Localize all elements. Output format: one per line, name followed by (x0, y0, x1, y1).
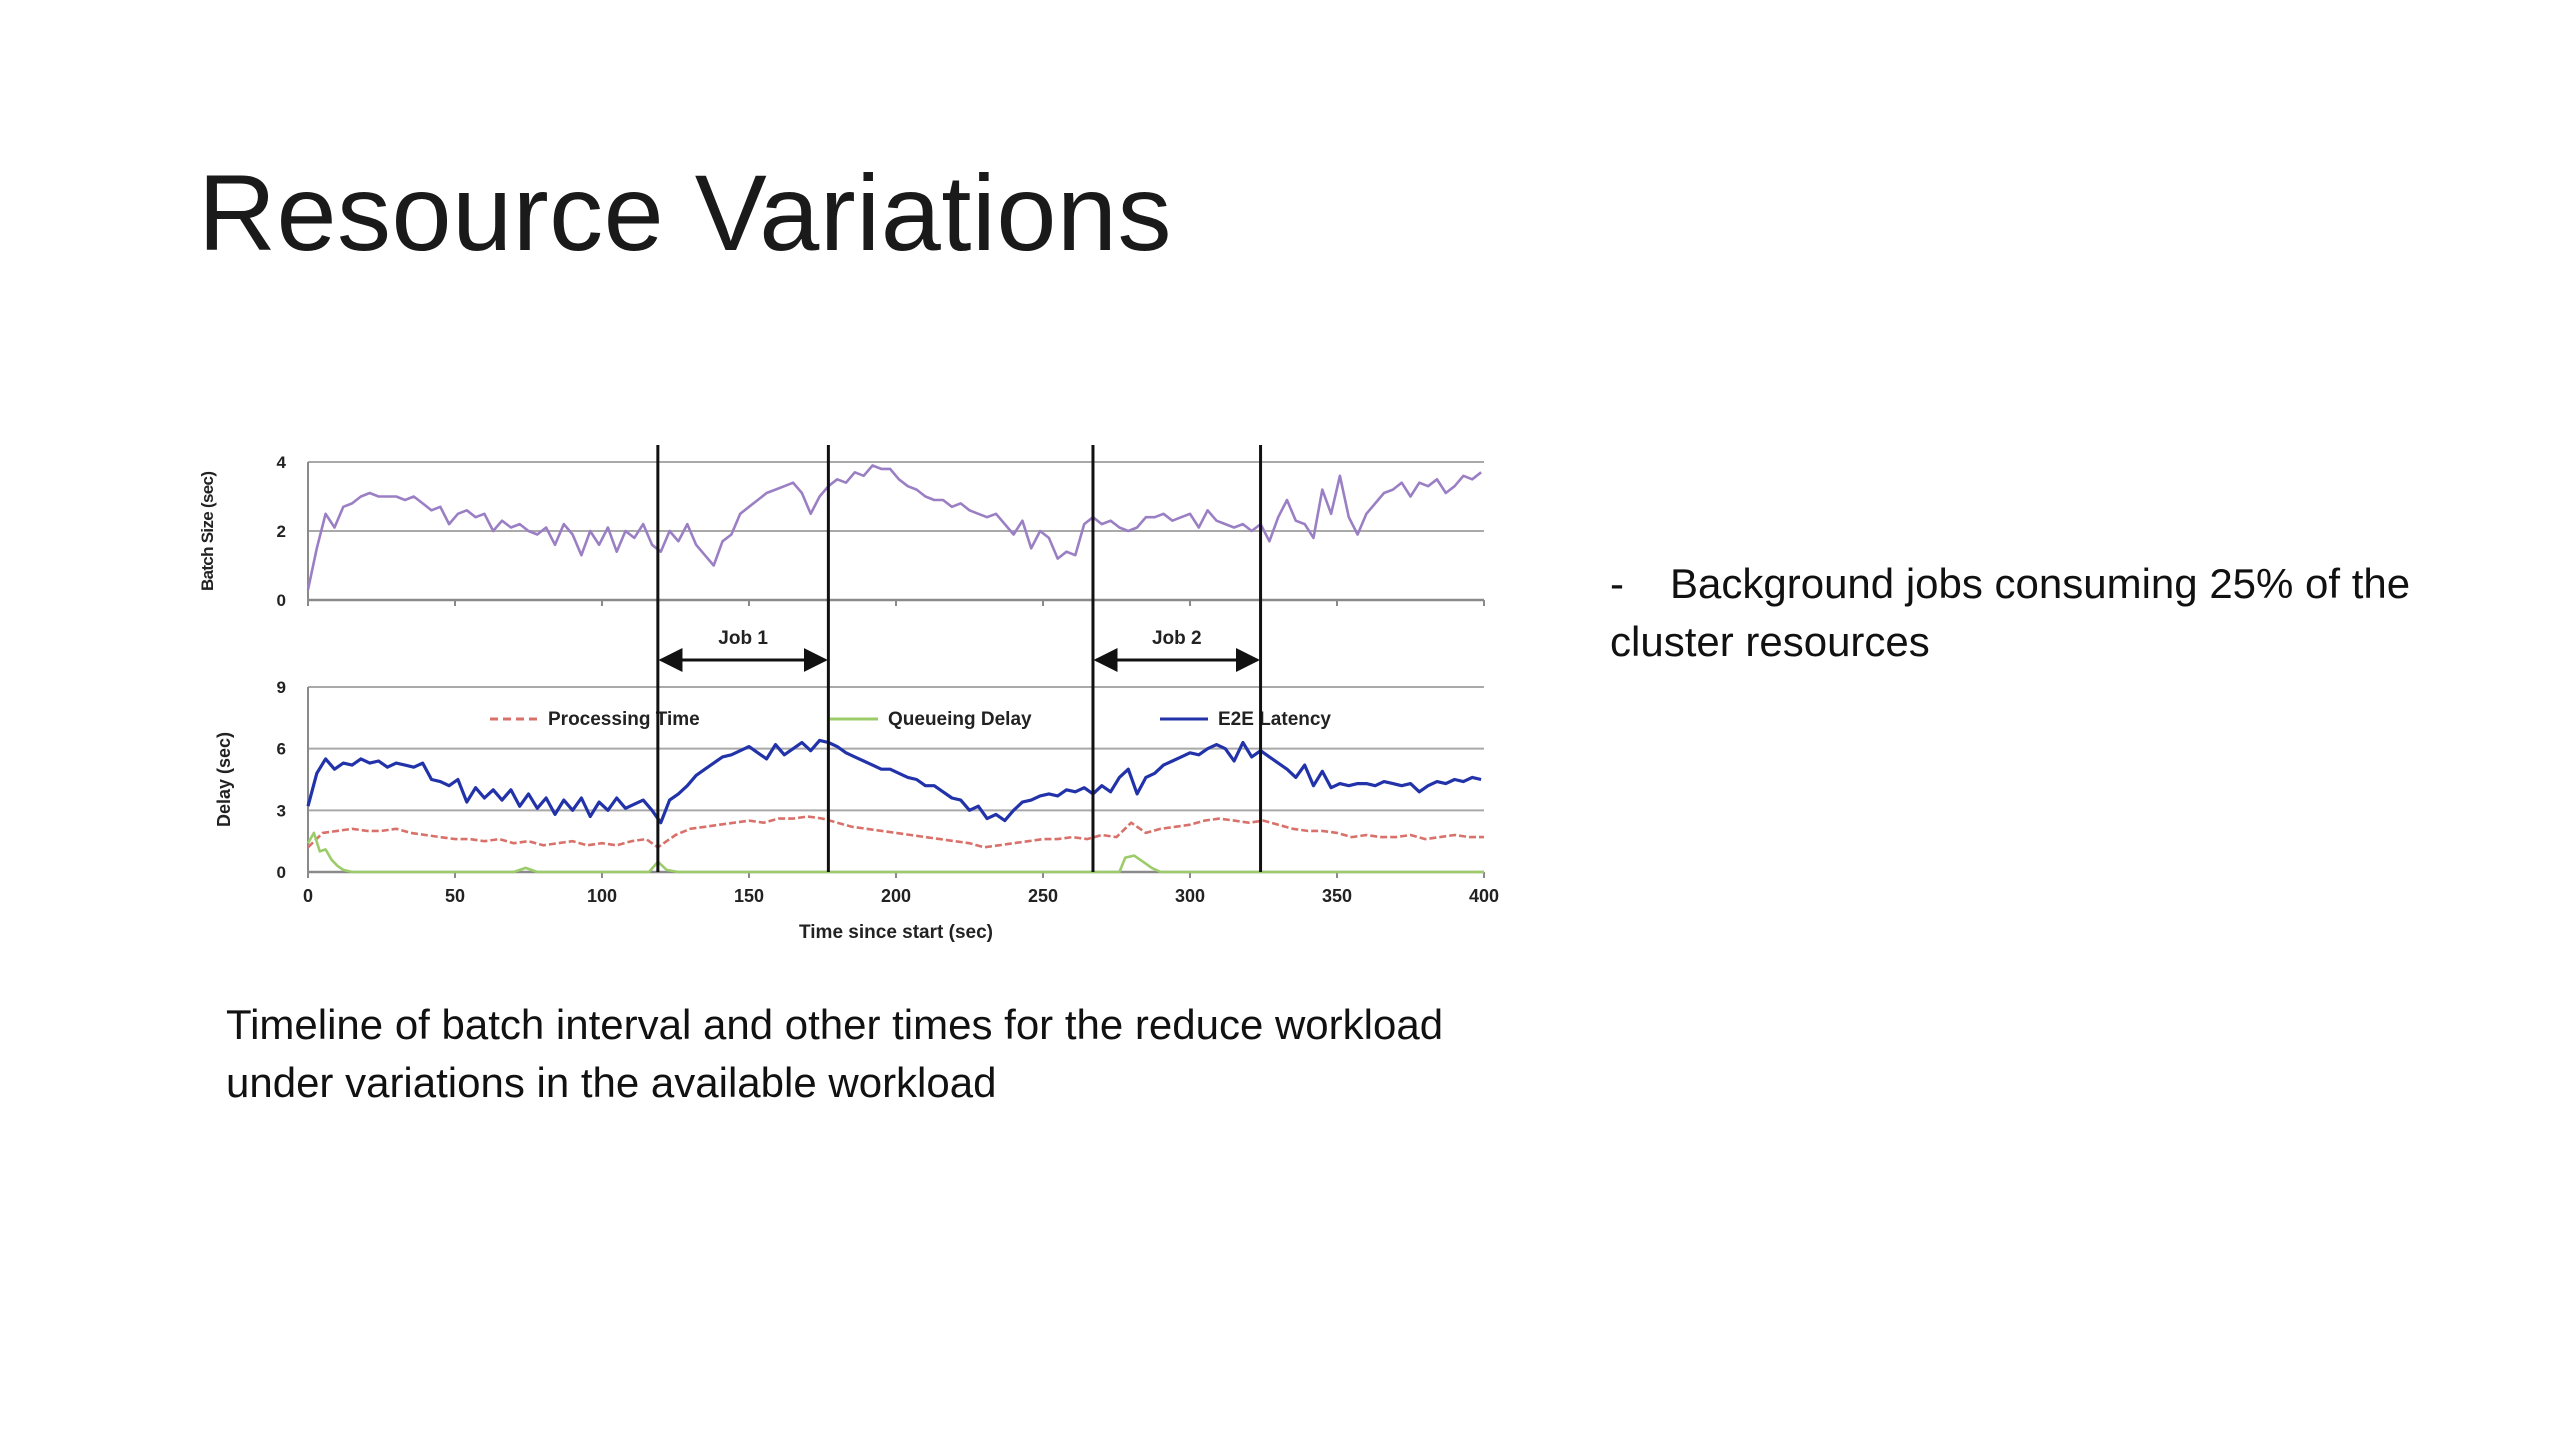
job-label: Job 2 (1152, 628, 1202, 649)
top-series-line (306, 464, 1482, 590)
delay-panel: 0 3 6 9 Delay (sec) 0 50 100 150 200 250 300 350 400 T… (214, 678, 1499, 943)
chart-svg: 0 2 4 Batch Size (sec) 0 3 6 9 Delay (sec) 0 50 10… (198, 445, 1499, 943)
xtick-label: 300 (1175, 886, 1205, 906)
xtick-label: 350 (1322, 886, 1352, 906)
xtick-label: 150 (734, 886, 764, 906)
xtick-label: 0 (303, 886, 313, 906)
bullet-point: - Background jobs consuming 25% of the cl… (1610, 555, 2510, 671)
top-ylabel: Batch Size (sec) (198, 471, 217, 591)
xtick-label: 100 (587, 886, 617, 906)
job-markers: Job 1 Job 2 (656, 445, 1263, 872)
xtick-label: 400 (1469, 886, 1499, 906)
xtick-label: 250 (1028, 886, 1058, 906)
x-axis-label: Time since start (sec) (799, 922, 993, 943)
top-ytick-label: 2 (277, 522, 286, 541)
chart-figure: 0 2 4 Batch Size (sec) 0 3 6 9 Delay (sec) 0 50 10… (190, 425, 1520, 985)
e2e-latency-line (306, 738, 1482, 825)
top-ytick-label: 4 (277, 453, 287, 472)
queueing-delay-line (306, 831, 1484, 874)
legend-label: Processing Time (548, 709, 700, 730)
slide-title: Resource Variations (198, 152, 1172, 273)
top-ytick-label: 0 (277, 591, 286, 610)
bottom-ytick-label: 9 (277, 678, 286, 697)
batch-size-panel: 0 2 4 Batch Size (sec) (198, 453, 1485, 610)
xtick-label: 200 (881, 886, 911, 906)
bullet-marker: - (1610, 560, 1624, 607)
xtick-label: 50 (445, 886, 465, 906)
bullet-text: Background jobs consuming 25% of the clu… (1610, 560, 2411, 665)
figure-caption: Timeline of batch interval and other tim… (226, 1001, 1444, 1106)
bottom-ytick-label: 0 (277, 863, 286, 882)
legend-label: Queueing Delay (888, 709, 1032, 730)
legend-label: E2E Latency (1218, 709, 1331, 730)
job-label: Job 1 (718, 628, 768, 649)
bottom-ytick-label: 6 (277, 740, 286, 759)
bottom-ytick-label: 3 (277, 801, 286, 820)
processing-time-line (307, 815, 1484, 849)
bottom-ylabel: Delay (sec) (214, 732, 234, 827)
